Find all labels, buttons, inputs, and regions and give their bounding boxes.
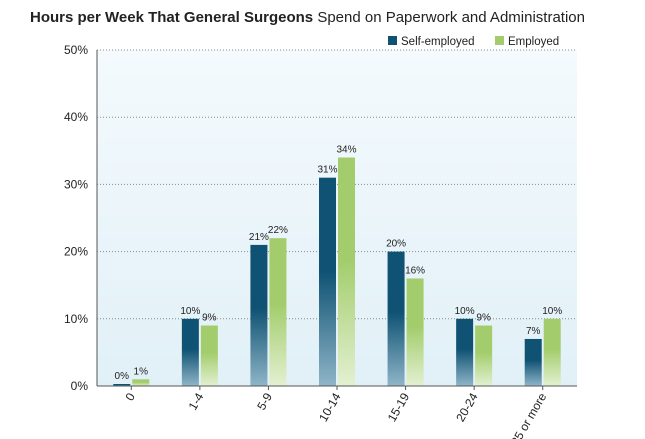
data-label-employed: 22% [268, 225, 288, 236]
bar-employed [475, 325, 493, 386]
bar-self-employed [387, 251, 405, 386]
bar-self-employed [319, 177, 336, 386]
bar-employed [200, 325, 218, 386]
bar-employed [338, 157, 355, 386]
data-label-self-employed: 31% [317, 165, 337, 176]
legend-swatch-self-employed [388, 36, 397, 45]
chart-title-rest: Spend on Paperwork and Administration [317, 9, 585, 26]
y-tick-label: 30% [64, 177, 88, 191]
bar-employed [269, 238, 287, 386]
data-label-employed: 10% [542, 306, 562, 317]
data-label-employed: 9% [476, 313, 491, 324]
x-tick-label: 25 or more [508, 390, 549, 439]
data-label-self-employed: 0% [115, 371, 130, 382]
data-label-employed: 16% [405, 265, 425, 276]
chart-title: Hours per Week That General Surgeons Spe… [30, 9, 585, 26]
data-label-self-employed: 10% [180, 306, 200, 317]
bar-self-employed [113, 384, 131, 386]
data-label-employed: 1% [134, 366, 149, 377]
bar-self-employed [250, 244, 268, 386]
plot-area [97, 50, 577, 386]
x-tick-label: 20-24 [453, 390, 481, 424]
legend: Self-employed Employed [388, 36, 559, 48]
y-tick-label: 40% [64, 110, 88, 124]
bar-self-employed [456, 318, 474, 386]
data-label-self-employed: 21% [249, 232, 269, 243]
y-tick-label: 50% [64, 43, 88, 57]
data-label-employed: 9% [202, 313, 217, 324]
x-tick-label: 0 [122, 390, 138, 403]
x-tick-label: 10-14 [316, 390, 344, 424]
x-tick-label: 5-9 [254, 390, 275, 412]
bar-self-employed [181, 318, 199, 386]
bar-employed [543, 318, 561, 386]
data-label-self-employed: 7% [526, 326, 541, 337]
x-tick-label: 1-4 [186, 390, 207, 412]
chart-title-bold: Hours per Week That General Surgeons [30, 9, 314, 26]
bars: 0% 1%10%9%21%22%31%34%20%16%10%9%7%10% [113, 145, 562, 386]
data-label-self-employed: 10% [455, 306, 475, 317]
bar-employed [132, 379, 150, 386]
legend-label-self-employed: Self-employed [401, 36, 475, 48]
legend-label-employed: Employed [508, 36, 559, 48]
bar-self-employed [524, 338, 542, 386]
y-tick-label: 10% [64, 312, 88, 326]
bar-employed [406, 278, 424, 386]
legend-swatch-employed [495, 36, 504, 45]
data-label-employed: 34% [336, 145, 356, 156]
y-tick-label: 20% [64, 245, 88, 259]
data-label-self-employed: 20% [386, 239, 406, 250]
x-tick-label: 15-19 [385, 390, 413, 424]
gridlines [97, 49, 577, 320]
y-tick-label: 0% [71, 379, 89, 393]
